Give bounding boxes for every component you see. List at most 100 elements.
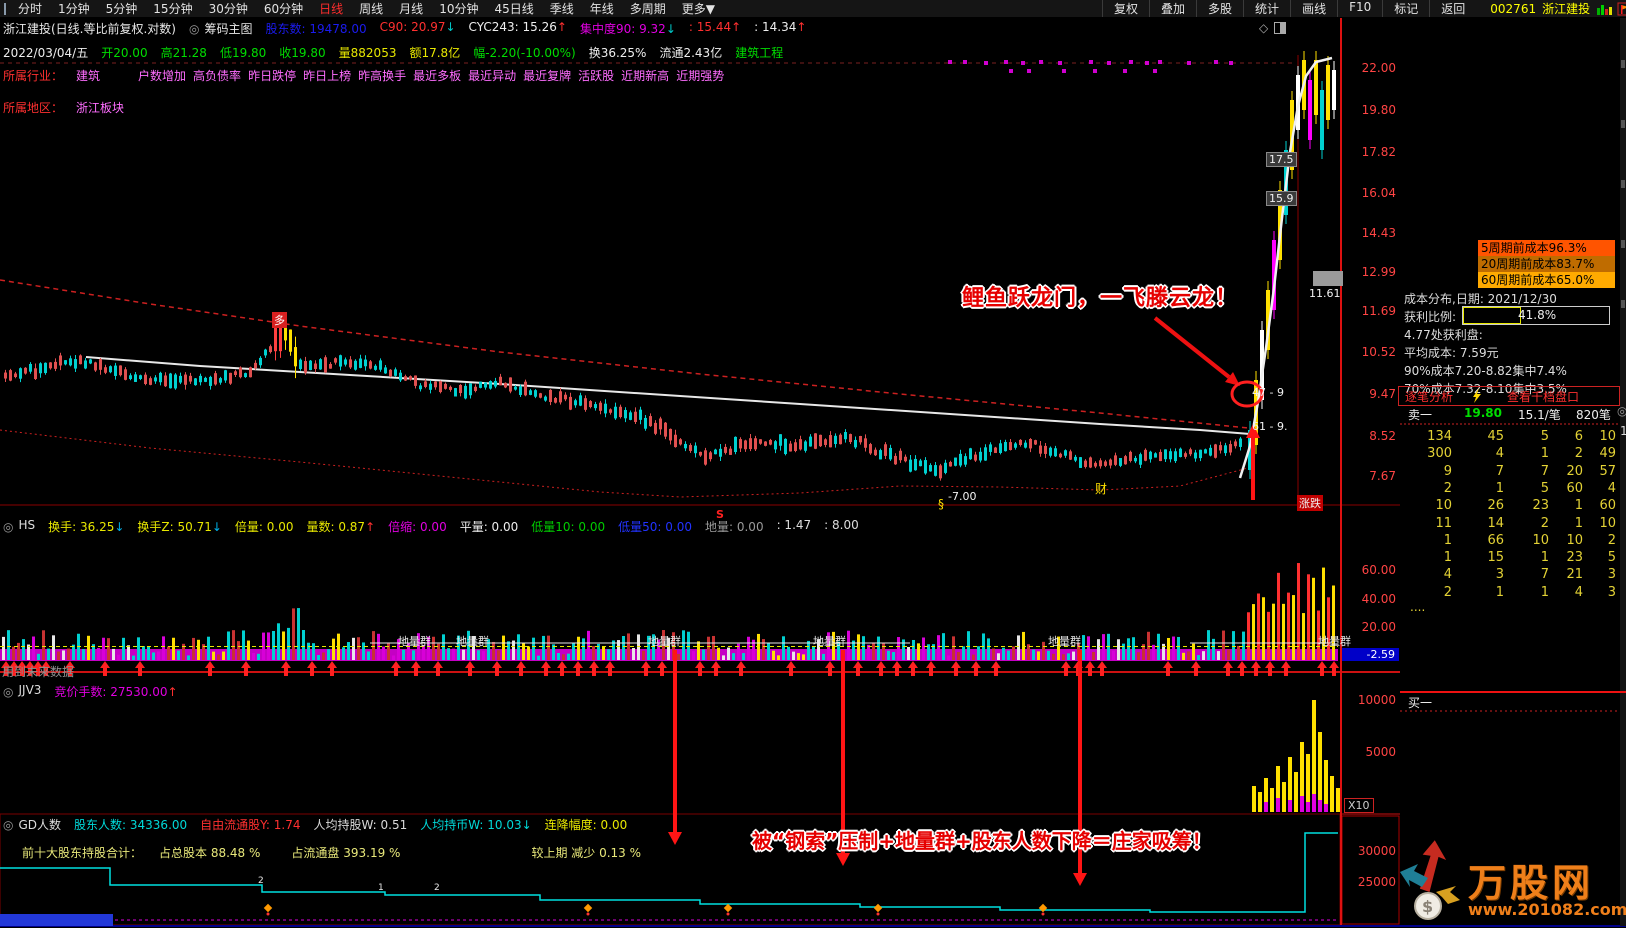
scroll-dot-icon[interactable]: ◎ — [1617, 404, 1626, 418]
arrow-indicator: ↓ — [445, 20, 456, 34]
menu-button-多股[interactable]: 多股 — [1196, 0, 1243, 17]
price-axis-label: 16.04 — [1361, 186, 1396, 200]
menu-button-F10[interactable]: F10 — [1337, 0, 1382, 17]
ohlc-segment: 开20.00 — [101, 46, 148, 60]
cost-period-box: 60周期前成本65.0% — [1478, 272, 1615, 288]
chart-label-17.5: 17.5 — [1266, 152, 1297, 167]
avg-cost: 平均成本: 7.59元 — [1404, 346, 1499, 360]
region-value[interactable]: 浙江板块 — [76, 101, 125, 115]
order-book-cell: 1 — [1540, 550, 1549, 566]
industry-tag-户数增加[interactable]: 户数增加 — [138, 69, 187, 83]
order-book-cell: 5 — [1540, 429, 1549, 444]
menu-button-画线[interactable]: 画线 — [1290, 0, 1337, 17]
chart-label-财: 财 — [1095, 482, 1108, 496]
chart-label-多: 多 — [272, 312, 287, 328]
order-book-more[interactable]: .... — [1410, 600, 1426, 614]
order-book-row: 10 26 23 1 60 — [1398, 498, 1618, 513]
period-tab-分时[interactable]: 分时 — [18, 2, 43, 16]
gd-segment: 股东人数: 34336.00 — [74, 818, 188, 832]
period-tab-周线[interactable]: 周线 — [359, 2, 384, 16]
app-icon[interactable] — [4, 2, 6, 15]
jjv3-segment: JJV3 — [18, 683, 42, 697]
period-tab-10分钟[interactable]: 10分钟 — [439, 2, 479, 16]
order-book-cell: 60 — [1599, 498, 1616, 514]
period-tab-15分钟[interactable]: 15分钟 — [153, 2, 193, 16]
chart-label-§: § — [938, 497, 944, 511]
order-book-cell: 3 — [1607, 567, 1616, 583]
period-tab-多周期[interactable]: 多周期 — [629, 2, 666, 16]
period-tab-年线[interactable]: 年线 — [589, 2, 614, 16]
period-tab-季线[interactable]: 季线 — [549, 2, 574, 16]
industry-tag-昨日上榜[interactable]: 昨日上榜 — [303, 69, 352, 83]
industry-tag-昨高换手[interactable]: 昨高换手 — [358, 69, 407, 83]
tick-analysis-box: 逐笔分析 查看千档盘口 — [1398, 386, 1620, 406]
order-book-cell: 49 — [1599, 446, 1616, 462]
indicator-value: C90: 20.97↓ — [379, 20, 456, 34]
period-tab-45日线[interactable]: 45日线 — [494, 2, 534, 16]
order-book-row: 2 1 5 60 4 — [1398, 481, 1618, 496]
menu-button-叠加[interactable]: 叠加 — [1149, 0, 1196, 17]
order-book-cell: 4 — [1574, 584, 1583, 600]
order-book-row: 9 7 7 20 57 — [1398, 464, 1618, 479]
chart-label-11.61: 11.61 — [1309, 287, 1341, 300]
menu-button-标记[interactable]: 标记 — [1382, 0, 1429, 17]
hs-segment: HS — [18, 518, 36, 532]
collapse-icon[interactable]: ◎ — [189, 21, 200, 36]
level2-link[interactable]: 查看千档盘口 — [1507, 390, 1580, 404]
order-book-cell: 3 — [1495, 567, 1504, 583]
industry-tag-最近异动[interactable]: 最近异动 — [468, 69, 517, 83]
order-book-cell: 1 — [1443, 550, 1452, 566]
menu-button-统计[interactable]: 统计 — [1243, 0, 1290, 17]
industry-value[interactable]: 建筑 — [76, 69, 101, 83]
period-tab-1分钟[interactable]: 1分钟 — [58, 2, 90, 16]
period-tab-60分钟[interactable]: 60分钟 — [263, 2, 304, 16]
indicator-values: 股东数: 19478.00 C90: 20.97↓ CYC243: 15.26↑ 集中… — [266, 20, 820, 37]
order-book-cell: 57 — [1599, 463, 1616, 479]
order-book-cell: 26 — [1487, 498, 1504, 514]
diamond-icon[interactable]: ◇ — [1259, 21, 1269, 35]
period-tab-月线[interactable]: 月线 — [399, 2, 424, 16]
order-book-cell: 5 — [1540, 480, 1549, 496]
stock-code: 002761 — [1490, 2, 1537, 16]
period-tab-5分钟[interactable]: 5分钟 — [105, 2, 138, 16]
ohlc-segment: 建筑工程 — [735, 46, 784, 60]
period-tab-更多▼[interactable]: 更多▼ — [681, 2, 716, 16]
menu-button-返回[interactable]: 返回 — [1429, 0, 1476, 17]
order-book-cell: 20 — [1566, 463, 1583, 479]
tick-analysis-tab[interactable]: 逐笔分析 — [1405, 390, 1454, 404]
chart-title: 浙江建投(日线.等比前复权.对数) — [3, 22, 176, 36]
mini-chart-icon[interactable] — [1596, 2, 1614, 16]
menu-button-复权[interactable]: 复权 — [1102, 0, 1149, 17]
profit-ratio-gauge[interactable]: 41.8% — [1462, 306, 1610, 325]
industry-tag-昨日跌停[interactable]: 昨日跌停 — [248, 69, 297, 83]
order-book-cell: 2 — [1607, 532, 1616, 548]
collapse-icon[interactable]: ◎ — [3, 684, 14, 699]
holders-segment: 占总股本 88.48 % — [159, 846, 261, 860]
flag-icon[interactable] — [1617, 2, 1626, 16]
price-axis-label: 10.52 — [1361, 345, 1396, 359]
collapse-icon[interactable]: ◎ — [3, 817, 14, 832]
split-window-icon[interactable] — [1274, 22, 1287, 34]
industry-tag-近期新高[interactable]: 近期新高 — [621, 69, 670, 83]
industry-tag-近期强势[interactable]: 近期强势 — [676, 69, 725, 83]
gd-axis-label: 25000 — [1357, 875, 1396, 889]
period-tab-30分钟[interactable]: 30分钟 — [208, 2, 248, 16]
arrow-indicator: ↑ — [731, 20, 742, 34]
ohlc-segment: 换36.25% — [588, 46, 647, 60]
industry-tags: 户数增加 高负债率 昨日跌停 昨日上榜 昨高换手 最近多板 最近异动 最近复牌 活跃股 近期新高近… — [138, 67, 731, 84]
industry-tag-最近多板[interactable]: 最近多板 — [413, 69, 462, 83]
period-tab-日线[interactable]: 日线 — [319, 2, 344, 16]
period-menu: 分时 1分钟 5分钟 15分钟 30分钟 60分钟 日线 周线 月线 10分钟 45日线 季线 年线 多周… — [10, 0, 1102, 17]
hs-segment: 平量: 0.00 — [459, 520, 519, 534]
collapse-icon[interactable]: ◎ — [3, 519, 14, 534]
price-axis-label: 9.47 — [1369, 387, 1396, 401]
industry-tag-高负债率[interactable]: 高负债率 — [193, 69, 242, 83]
industry-tag-最近复牌[interactable]: 最近复牌 — [523, 69, 572, 83]
main-indicator-label[interactable]: 筹码主图 — [204, 22, 253, 36]
volume-axis-negative: -2.59 — [1342, 648, 1399, 661]
scroll-number: 1 — [1620, 424, 1626, 438]
ohlc-segment: 低19.80 — [219, 46, 267, 60]
industry-tag-活跃股[interactable]: 活跃股 — [578, 69, 615, 83]
indicator-value: 集中度90: 9.32↓ — [579, 22, 676, 36]
